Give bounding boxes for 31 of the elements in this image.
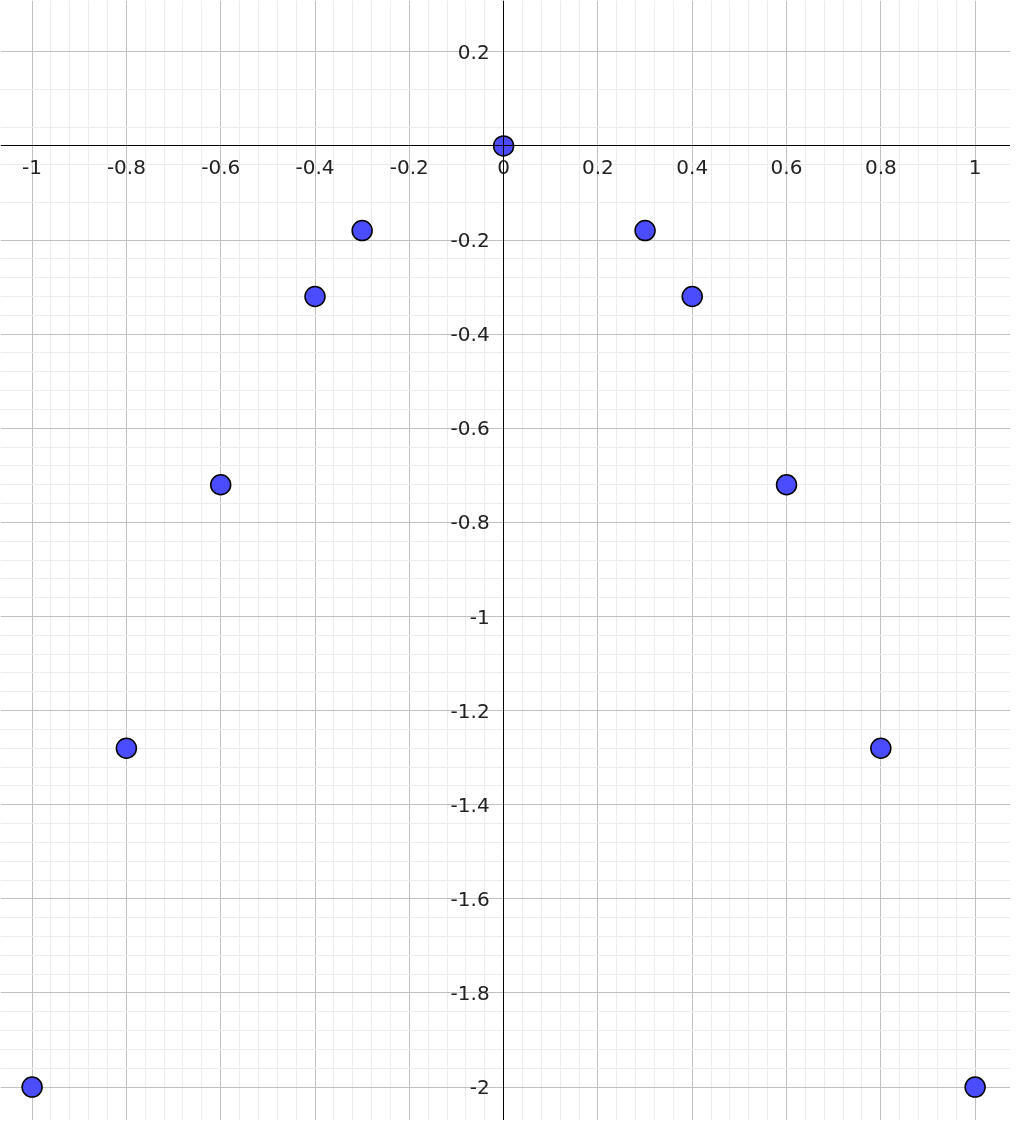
y-tick-label: -1.2 xyxy=(450,698,490,723)
point xyxy=(775,474,798,496)
y-tick-label: -0.2 xyxy=(450,228,490,253)
x-tick-label: 0.8 xyxy=(864,154,897,179)
y-tick-label: -0.4 xyxy=(450,322,490,347)
x-tick-label: -1 xyxy=(22,154,43,179)
x-tick-label: 1 xyxy=(968,154,982,179)
point xyxy=(21,1076,43,1098)
y-tick-label: -2 xyxy=(469,1075,490,1100)
y-tick-label: -1.4 xyxy=(450,792,490,817)
point xyxy=(870,737,892,759)
x-tick-label: 0.6 xyxy=(770,154,803,179)
y-tick-label: -1 xyxy=(469,604,490,629)
x-tick-label: -0.6 xyxy=(201,154,241,179)
point xyxy=(634,219,656,242)
x-tick-label: -0.8 xyxy=(106,154,146,179)
point xyxy=(209,474,232,496)
point xyxy=(115,737,138,759)
x-tick-label: 0.4 xyxy=(676,154,709,179)
y-tick-label: -0.6 xyxy=(450,416,490,441)
x-tick-label: -0.2 xyxy=(389,154,429,179)
point xyxy=(351,219,373,242)
x-tick-label: 0.2 xyxy=(582,154,614,179)
point xyxy=(964,1076,986,1098)
point xyxy=(681,285,703,308)
point xyxy=(304,285,326,308)
y-tick-label: -0.8 xyxy=(450,510,490,535)
x-tick-label: -0.4 xyxy=(295,154,335,179)
y-tick-label: -1.8 xyxy=(450,980,490,1005)
y-tick-label: -1.6 xyxy=(450,886,490,911)
y-tick-label: 0.2 xyxy=(457,39,490,64)
